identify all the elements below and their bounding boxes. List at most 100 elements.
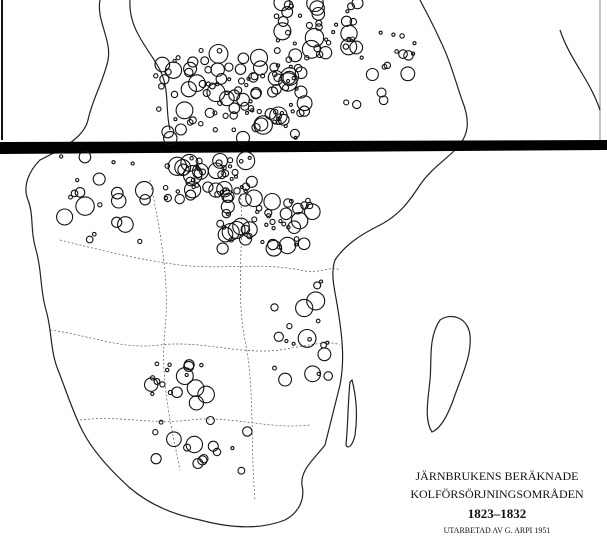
site-circle: [241, 182, 251, 191]
site-circle: [250, 108, 255, 113]
site-circle: [292, 41, 297, 46]
site-circle: [167, 389, 174, 396]
site-circle: [75, 177, 80, 183]
site-circle: [56, 208, 74, 226]
site-circle: [174, 193, 185, 205]
site-circle: [351, 0, 364, 10]
site-circle: [289, 128, 300, 139]
site-circle: [217, 170, 227, 180]
site-circle: [300, 201, 309, 210]
site-circle: [75, 196, 95, 216]
site-circle: [245, 189, 263, 208]
site-circle: [315, 23, 323, 31]
site-circle: [182, 165, 203, 185]
site-circle: [216, 219, 225, 228]
site-circle: [313, 281, 322, 290]
site-circle: [153, 378, 161, 385]
site-circle: [273, 0, 291, 12]
site-circle: [215, 73, 228, 85]
site-circle: [325, 39, 332, 46]
site-circle: [202, 181, 214, 193]
site-circle: [260, 239, 265, 245]
site-circle: [167, 362, 172, 368]
site-circle: [323, 371, 334, 381]
site-circle: [224, 62, 234, 72]
site-circle: [283, 198, 293, 208]
site-circle: [91, 231, 97, 237]
site-circle: [227, 77, 232, 82]
site-circle: [297, 13, 303, 18]
site-circle: [205, 415, 215, 426]
site-circle: [235, 130, 251, 145]
site-circle: [236, 151, 256, 171]
site-circle: [154, 56, 171, 73]
site-circle: [334, 22, 339, 27]
site-circle: [74, 187, 86, 198]
site-circle: [164, 367, 170, 373]
site-circle: [97, 202, 103, 208]
site-circle: [70, 189, 79, 198]
site-circle: [234, 63, 247, 75]
site-circle: [288, 102, 293, 107]
site-circle: [246, 232, 253, 240]
site-circle: [221, 208, 232, 219]
site-circle: [232, 217, 250, 236]
site-circle: [349, 17, 358, 26]
site-circle: [290, 109, 295, 114]
site-circle: [275, 63, 281, 68]
site-circle: [159, 381, 166, 388]
site-circle: [184, 67, 194, 78]
site-circle: [394, 49, 399, 54]
site-circle: [251, 122, 261, 133]
site-circle: [171, 386, 183, 399]
site-circle: [191, 162, 209, 180]
site-circle: [202, 88, 211, 98]
site-circle: [237, 52, 250, 65]
site-circle: [173, 117, 178, 122]
site-circle: [352, 99, 362, 110]
site-circle: [281, 221, 287, 227]
site-circle: [245, 175, 258, 188]
site-circle: [278, 372, 293, 387]
site-circle: [317, 347, 332, 362]
site-circle: [158, 419, 164, 425]
site-circle: [315, 19, 323, 27]
site-circle: [137, 238, 143, 245]
site-circle: [271, 119, 277, 125]
site-circle: [59, 154, 64, 159]
site-circle: [163, 195, 169, 201]
site-circle: [340, 15, 353, 27]
site-circle: [240, 101, 250, 111]
site-circle: [163, 131, 178, 146]
site-circle: [296, 108, 305, 118]
site-circle: [180, 81, 197, 98]
site-circle: [271, 83, 282, 95]
site-circle: [205, 81, 211, 87]
site-circle: [246, 76, 251, 81]
site-circle: [212, 127, 218, 133]
site-circle: [199, 362, 204, 368]
site-circle: [111, 216, 123, 228]
site-circle: [241, 221, 258, 238]
site-circle: [92, 172, 106, 186]
site-circle: [271, 71, 278, 78]
site-circle: [271, 226, 276, 231]
site-circle: [293, 63, 303, 73]
site-circle: [225, 211, 230, 216]
site-circle: [270, 303, 279, 312]
site-circle: [221, 164, 227, 171]
site-circle: [342, 43, 350, 50]
site-circle: [286, 322, 293, 330]
site-circle: [150, 453, 162, 465]
site-circle: [359, 55, 364, 60]
site-circle: [249, 48, 269, 67]
site-circle: [383, 61, 392, 70]
site-circle: [315, 318, 321, 324]
site-circle: [253, 115, 273, 135]
site-circle: [162, 184, 169, 191]
site-circle: [284, 338, 289, 344]
site-circle: [391, 32, 396, 37]
site-circle: [306, 291, 326, 311]
site-circle: [381, 63, 388, 70]
